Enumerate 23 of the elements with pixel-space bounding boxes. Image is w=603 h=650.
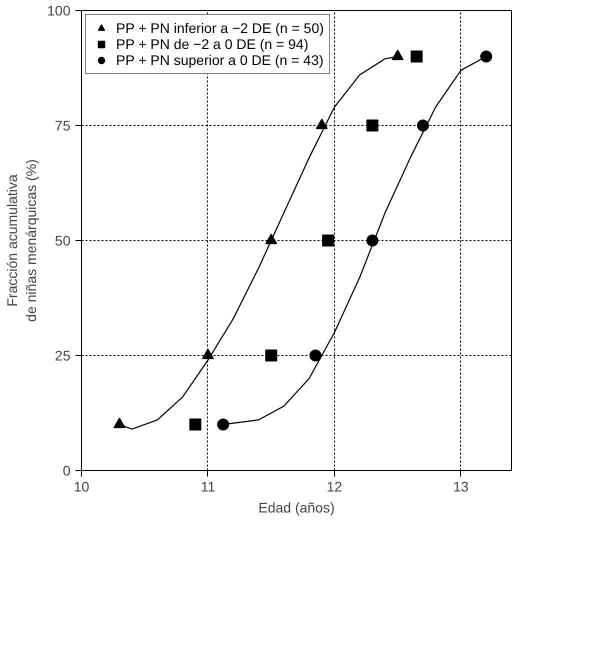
y-tick-label: 50 xyxy=(54,232,71,248)
y-tick-label: 25 xyxy=(54,348,71,364)
point xyxy=(416,120,429,132)
point xyxy=(322,234,334,246)
point xyxy=(480,50,492,62)
point xyxy=(309,350,322,362)
y-tick-label: 75 xyxy=(54,118,71,134)
point xyxy=(217,418,230,430)
y-tick-label: 0 xyxy=(62,462,71,478)
legend-label: PP + PN superior a 0 DE (n = 43) xyxy=(116,52,324,68)
x-tick-label: 12 xyxy=(326,478,342,494)
legend-label: PP + PN de −2 a 0 DE (n = 94) xyxy=(116,36,308,52)
y-tick-label: 100 xyxy=(47,2,71,18)
legend-label: PP + PN inferior a −2 DE (n = 50) xyxy=(116,20,324,36)
x-tick-label: 11 xyxy=(200,478,216,494)
x-tick-label: 10 xyxy=(74,478,90,494)
y-axis-title: Fracción acumulativa de niñas menárquicas (%) xyxy=(4,159,40,322)
x-tick-label: 13 xyxy=(453,478,469,494)
point xyxy=(410,50,423,62)
point xyxy=(366,120,378,132)
point xyxy=(189,418,202,430)
point xyxy=(265,350,278,362)
x-axis-title: Edad (años) xyxy=(258,500,335,516)
